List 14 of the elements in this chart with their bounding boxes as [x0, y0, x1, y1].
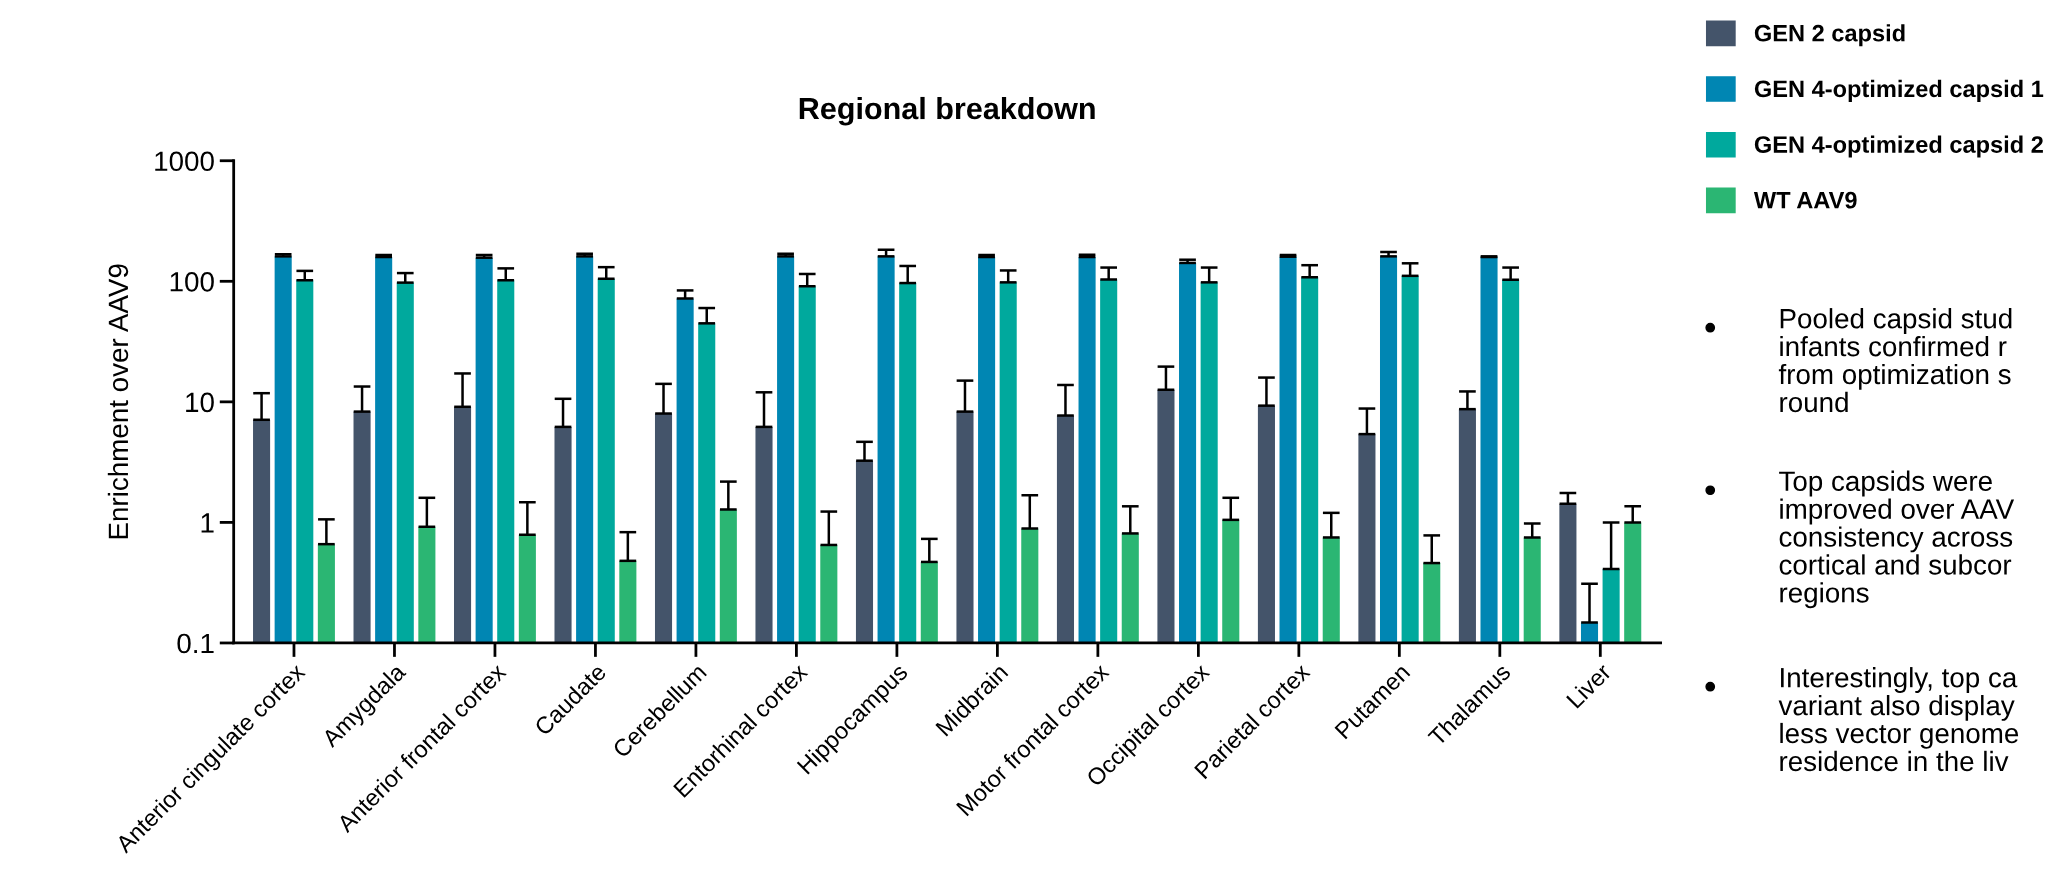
y-tick-label: 100	[170, 271, 214, 292]
legend-label: WT AAV9	[1753, 191, 1857, 209]
chart-title: Regional breakdown	[799, 96, 1095, 126]
legend-label: GEN 4-optimized capsid 2	[1754, 135, 2043, 158]
text: Top capsids were improved over AAV consistency across cortical and subcor regions	[1779, 470, 2015, 609]
y-tick-label: 0.1	[177, 633, 214, 654]
text: Pooled capsid stud infants confirmed r from optimization s round	[1778, 308, 2012, 413]
y-tick-label: 1	[201, 513, 214, 533]
y-axis-title: Enrichment over AAV9	[107, 264, 129, 539]
text: Interestingly, top ca variant also display less vector genome residence in the liv	[1778, 667, 2019, 772]
legend-label: GEN 4-optimized capsid 1	[1754, 79, 2044, 102]
y-tick-label: 1000	[155, 151, 214, 172]
legend-label: GEN 2 capsid	[1754, 24, 1905, 47]
y-tick-label: 10	[186, 392, 214, 413]
